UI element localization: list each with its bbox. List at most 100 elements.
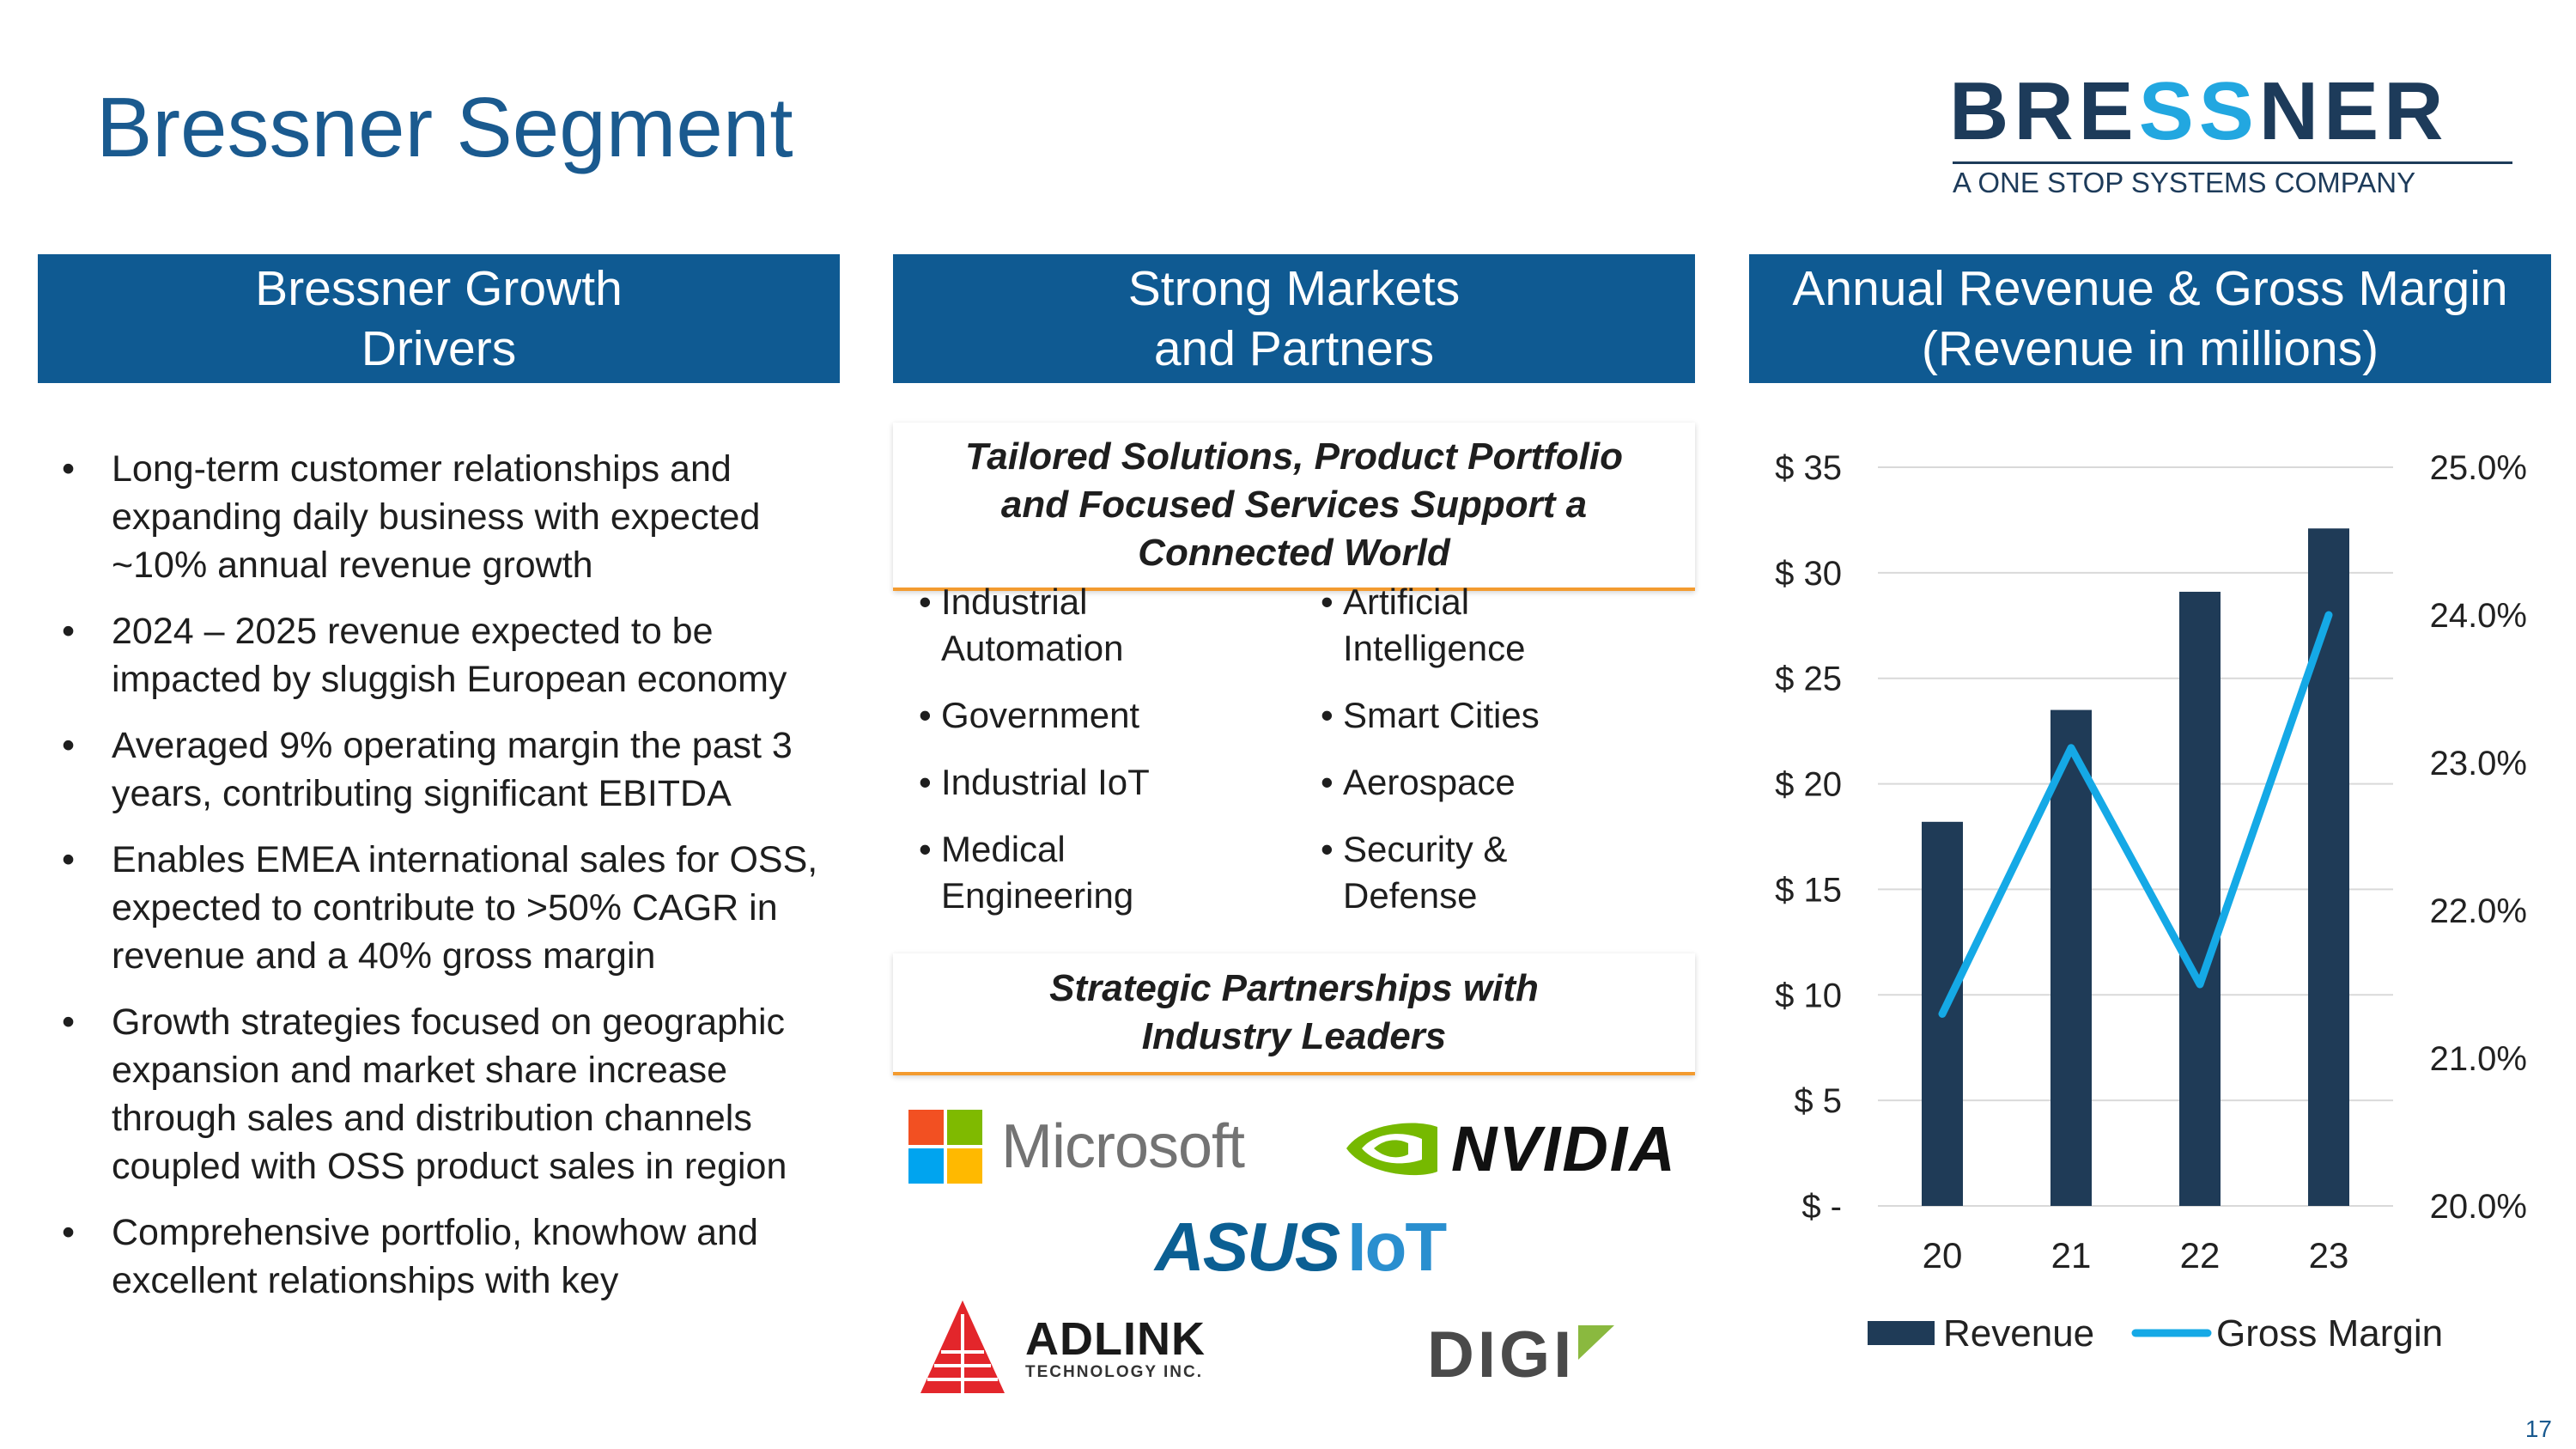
- market-line: Smart Cities: [1343, 695, 1540, 735]
- asus-iot-logo: ASUS IoT: [1155, 1208, 1447, 1287]
- markets-callout: Tailored Solutions, Product Portfolio an…: [893, 423, 1695, 591]
- nvidia-logo: NVIDIA: [1343, 1110, 1677, 1187]
- left-axis-tick-label: $ 25: [1775, 661, 1842, 698]
- list-item: Enables EMEA international sales for OSS…: [52, 836, 824, 980]
- bressner-logo: BRESSNER A ONE STOP SYSTEMS COMPANY: [1949, 70, 2516, 199]
- list-item: Long-term customer relationships and exp…: [52, 445, 824, 589]
- legend-label-revenue: Revenue: [1943, 1312, 2094, 1355]
- ms-square-green: [947, 1110, 982, 1145]
- header-line: (Revenue in millions): [1921, 321, 2379, 376]
- asus-wordmark: ASUS: [1155, 1209, 1340, 1285]
- list-item: Medical Engineering: [893, 826, 1271, 919]
- adlink-name: ADLINK: [1025, 1313, 1206, 1365]
- digi-wordmark: DIGI: [1427, 1318, 1576, 1391]
- market-line: Defense: [1343, 875, 1478, 916]
- list-item: Growth strategies focused on geographic …: [52, 998, 824, 1190]
- revenue-bar: [2179, 591, 2221, 1206]
- header-line: Strong Markets: [1127, 261, 1461, 316]
- list-item: Artificial Intelligence: [1295, 579, 1673, 672]
- legend-swatch-revenue: [1868, 1321, 1935, 1345]
- list-item: Averaged 9% operating margin the past 3 …: [52, 721, 824, 818]
- revenue-bars: [1922, 528, 2349, 1206]
- asus-iot-suffix: IoT: [1347, 1209, 1447, 1285]
- digi-logo: DIGI: [1427, 1318, 1615, 1392]
- market-line: Artificial: [1343, 581, 1470, 622]
- list-item: Comprehensive portfolio, knowhow and exc…: [52, 1209, 824, 1305]
- market-line: Government: [941, 695, 1140, 735]
- digi-mark-icon: [1578, 1324, 1615, 1360]
- market-line: Industrial IoT: [941, 762, 1150, 802]
- gross-margin-series-line: [1938, 611, 2333, 1018]
- market-line: Industrial: [941, 581, 1088, 622]
- market-line: Engineering: [941, 875, 1134, 916]
- callout-line: Connected World: [1138, 532, 1450, 574]
- markets-list-right: Artificial Intelligence Smart Cities Aero…: [1295, 579, 1673, 940]
- adlink-subtitle: TECHNOLOGY INC.: [1025, 1363, 1203, 1381]
- list-item: Government: [893, 692, 1271, 739]
- header-line: Annual Revenue & Gross Margin: [1792, 261, 2508, 316]
- partners-callout: Strategic Partnerships with Industry Lea…: [893, 953, 1695, 1075]
- markets-partners-header: Strong Markets and Partners: [893, 254, 1695, 383]
- microsoft-wordmark: Microsoft: [1001, 1112, 1245, 1181]
- revenue-margin-chart: $ - $ 5 $ 10 $ 15 $ 20 $ 25 $ 30 $ 35 20.0% 21.0%…: [1775, 449, 2527, 1355]
- adlink-triangle-icon: [920, 1300, 1005, 1393]
- left-axis-tick-label: $ 5: [1794, 1082, 1842, 1120]
- callout-line: Tailored Solutions, Product Portfolio: [965, 435, 1623, 478]
- list-item: 2024 – 2025 revenue expected to be impac…: [52, 607, 824, 703]
- gross-margin-line: [1938, 611, 2333, 1018]
- market-line: Security &: [1343, 829, 1508, 869]
- list-item: Security & Defense: [1295, 826, 1673, 919]
- x-axis-tick-label: 21: [2051, 1235, 2092, 1275]
- legend-label-gross-margin: Gross Margin: [2216, 1312, 2443, 1355]
- logo-tagline: A ONE STOP SYSTEMS COMPANY: [1953, 167, 2416, 198]
- right-axis-tick-label: 20.0%: [2430, 1188, 2527, 1226]
- list-item: Aerospace: [1295, 759, 1673, 806]
- ms-square-yellow: [947, 1148, 982, 1184]
- revenue-bar: [2308, 528, 2349, 1206]
- left-axis-tick-label: $ -: [1801, 1188, 1842, 1226]
- market-line: Aerospace: [1343, 762, 1516, 802]
- callout-line: Strategic Partnerships with: [1049, 967, 1539, 1009]
- page-number: 17: [2524, 1416, 2552, 1442]
- header-line: Bressner Growth: [255, 261, 623, 316]
- left-axis-tick-label: $ 10: [1775, 977, 1842, 1014]
- market-line: Medical: [941, 829, 1066, 869]
- revenue-bar: [2050, 709, 2092, 1206]
- right-axis-tick-label: 24.0%: [2430, 597, 2527, 635]
- x-axis-tick-label: 23: [2309, 1235, 2349, 1275]
- growth-drivers-list: Long-term customer relationships and exp…: [52, 445, 824, 1323]
- ms-square-blue: [908, 1148, 944, 1184]
- right-axis-tick-label: 21.0%: [2430, 1040, 2527, 1078]
- chart-labels: $ - $ 5 $ 10 $ 15 $ 20 $ 25 $ 30 $ 35 20.0% 21.0%…: [1775, 449, 2527, 1275]
- market-line: Automation: [941, 628, 1124, 668]
- chart-legend: Revenue Gross Margin: [1868, 1312, 2443, 1355]
- left-axis-tick-label: $ 20: [1775, 766, 1842, 804]
- x-axis-tick-label: 20: [1923, 1235, 1963, 1275]
- callout-line: Industry Leaders: [1141, 1015, 1447, 1057]
- growth-drivers-header: Bressner Growth Drivers: [38, 254, 840, 383]
- nvidia-wordmark: NVIDIA: [1451, 1112, 1677, 1184]
- ms-square-red: [908, 1110, 944, 1145]
- header-line: and Partners: [1153, 321, 1435, 376]
- page-title: Bressner Segment: [96, 80, 793, 174]
- list-item: Industrial Automation: [893, 579, 1271, 672]
- left-axis-tick-label: $ 15: [1775, 871, 1842, 909]
- left-axis-tick-label: $ 30: [1775, 555, 1842, 593]
- right-axis-tick-label: 23.0%: [2430, 745, 2527, 782]
- right-axis-tick-label: 22.0%: [2430, 892, 2527, 930]
- revenue-margin-header: Annual Revenue & Gross Margin (Revenue i…: [1749, 254, 2551, 383]
- markets-list-left: Industrial Automation Government Industri…: [893, 579, 1271, 940]
- left-axis-tick-label: $ 35: [1775, 449, 1842, 487]
- list-item: Smart Cities: [1295, 692, 1673, 739]
- right-axis-tick-label: 25.0%: [2430, 449, 2527, 487]
- microsoft-logo-icon: [908, 1110, 982, 1184]
- nvidia-eye-icon: [1346, 1123, 1437, 1176]
- logo-rule: [1953, 161, 2512, 164]
- market-line: Intelligence: [1343, 628, 1526, 668]
- microsoft-logo: Microsoft: [908, 1108, 1245, 1185]
- list-item: Industrial IoT: [893, 759, 1271, 806]
- callout-line: and Focused Services Support a: [1000, 484, 1588, 526]
- adlink-logo: ADLINK TECHNOLOGY INC.: [915, 1297, 1206, 1400]
- x-axis-tick-label: 22: [2180, 1235, 2221, 1275]
- header-line: Drivers: [361, 321, 517, 376]
